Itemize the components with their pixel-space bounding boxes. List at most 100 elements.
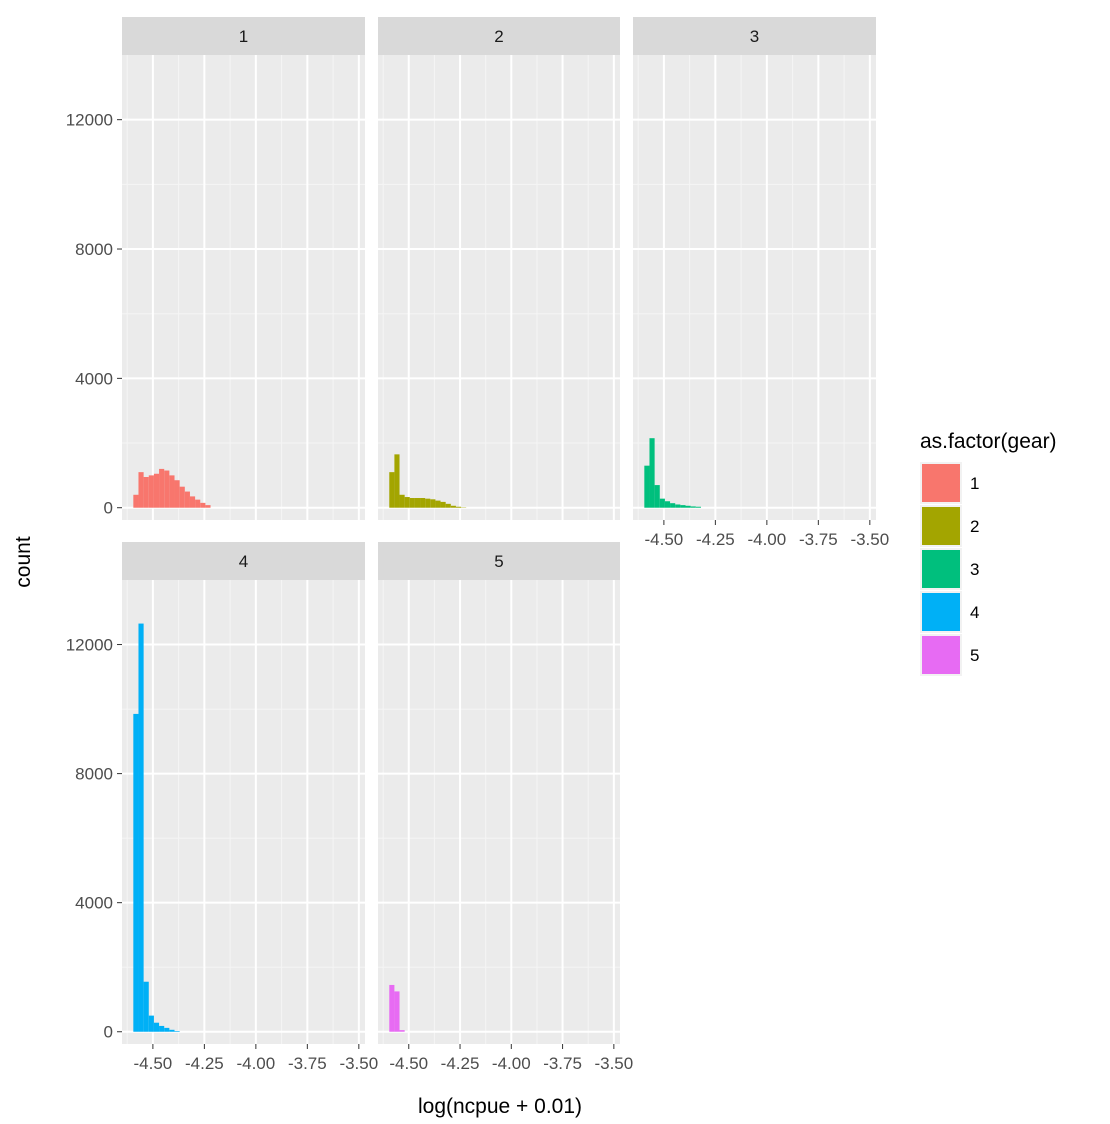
x-tick-label: -3.50 [594, 1054, 633, 1073]
legend: as.factor(gear) 1 2 3 4 5 [920, 430, 1057, 676]
histogram-bar [690, 506, 696, 508]
histogram-bar [189, 496, 196, 508]
histogram-bar [143, 981, 149, 1032]
legend-label-2: 2 [970, 517, 979, 536]
histogram-bar [440, 501, 446, 508]
histogram-bar [205, 505, 211, 508]
legend-swatch-2 [922, 507, 960, 545]
histogram-bar [654, 485, 660, 508]
histogram-bar [148, 1015, 154, 1032]
histogram-bar [138, 623, 144, 1032]
legend-swatch-5 [922, 636, 960, 674]
histogram-bar [644, 465, 650, 508]
histogram-bar [445, 503, 451, 508]
legend-label-3: 3 [970, 560, 979, 579]
histogram-bar [133, 713, 139, 1032]
histogram-bar [675, 504, 681, 508]
facet-strip-label-5: 5 [494, 552, 503, 571]
facet-strip-label-3: 3 [750, 27, 759, 46]
facet-panel-4: 4 0 4000 8000 12000 -4.50 -4.25 -4.00 -3.75 -3.50 [66, 542, 378, 1073]
histogram-bar [389, 984, 395, 1032]
y-axis-title: count [12, 536, 35, 588]
histogram-bar [649, 438, 655, 508]
histogram-bar [420, 498, 426, 508]
histogram-bar [394, 991, 400, 1032]
x-tick-label: -3.50 [850, 530, 889, 549]
panel-background [122, 580, 365, 1044]
legend-label-5: 5 [970, 646, 979, 665]
legend-swatch-3 [922, 550, 960, 588]
histogram-bar [670, 503, 676, 508]
facet-panel-1: 1 0 4000 8000 12000 [66, 17, 365, 520]
panel-background [378, 55, 620, 520]
histogram-bar [159, 1025, 165, 1032]
histogram-bar [399, 1030, 405, 1032]
histogram-bar [164, 1027, 170, 1032]
x-tick-label: -4.25 [441, 1054, 480, 1073]
facet-strip-3 [633, 17, 876, 55]
y-tick-label: 4000 [75, 894, 113, 913]
histogram-bar [153, 1022, 160, 1032]
histogram-bar [143, 476, 149, 508]
x-tick-label: -4.00 [236, 1054, 275, 1073]
facet-panel-5: 5 -4.50 -4.25 -4.00 -3.75 -3.50 [378, 542, 633, 1073]
legend-swatch-1 [922, 464, 960, 502]
panels-layer: 1 0 4000 8000 12000 2 3 -4.50 -4.25 -4.00 -3.75 -3.… [66, 17, 889, 1073]
histogram-bar [685, 505, 691, 508]
facet-strip-4 [122, 542, 365, 580]
panel-background [122, 55, 365, 520]
legend-label-4: 4 [970, 603, 979, 622]
histogram-bar [169, 1029, 175, 1032]
x-tick-label: -3.75 [543, 1054, 582, 1073]
x-tick-label: -4.50 [645, 530, 684, 549]
facet-strip-label-1: 1 [239, 27, 248, 46]
histogram-bar [148, 475, 154, 508]
histogram-bar [169, 475, 175, 508]
histogram-bar [435, 500, 441, 508]
facet-panel-3: 3 -4.50 -4.25 -4.00 -3.75 -3.50 [633, 17, 889, 549]
facet-strip-5 [378, 542, 620, 580]
histogram-bar [430, 499, 436, 508]
histogram-bar [389, 472, 395, 508]
panel-background [633, 55, 876, 520]
y-tick-label: 8000 [75, 240, 113, 259]
x-tick-label: -3.50 [339, 1054, 378, 1073]
histogram-bar [138, 472, 144, 508]
histogram-bar [174, 480, 180, 508]
histogram-bar [184, 491, 190, 508]
histogram-bar [404, 497, 410, 508]
histogram-bar [659, 498, 665, 508]
legend-swatch-4 [922, 593, 960, 631]
facet-strip-2 [378, 17, 620, 55]
facet-panel-2: 2 [378, 17, 620, 520]
y-tick-label: 8000 [75, 765, 113, 784]
x-tick-label: -4.00 [747, 530, 786, 549]
x-tick-label: -3.75 [288, 1054, 327, 1073]
histogram-bar [414, 498, 421, 508]
y-tick-label: 4000 [75, 369, 113, 388]
histogram-bar [664, 501, 671, 508]
x-tick-label: -4.25 [185, 1054, 224, 1073]
histogram-bar [680, 505, 686, 508]
legend-title: as.factor(gear) [920, 430, 1057, 453]
histogram-bar [195, 499, 201, 508]
x-tick-label: -4.50 [134, 1054, 173, 1073]
histogram-bar [164, 470, 170, 508]
facet-strip-label-4: 4 [239, 552, 248, 571]
x-tick-label: -4.25 [696, 530, 735, 549]
histogram-bar [455, 506, 462, 508]
y-tick-label: 0 [104, 1023, 113, 1042]
histogram-bar [153, 473, 160, 508]
legend-label-1: 1 [970, 474, 979, 493]
facet-strip-label-2: 2 [494, 27, 503, 46]
histogram-bar [179, 486, 185, 508]
panel-background [378, 580, 620, 1044]
facet-strip-1 [122, 17, 365, 55]
x-tick-label: -4.00 [492, 1054, 531, 1073]
histogram-bar [450, 505, 456, 508]
histogram-bar [695, 506, 701, 508]
y-tick-label: 12000 [66, 111, 113, 130]
histogram-bar [200, 502, 206, 508]
histogram-bar [399, 494, 405, 508]
